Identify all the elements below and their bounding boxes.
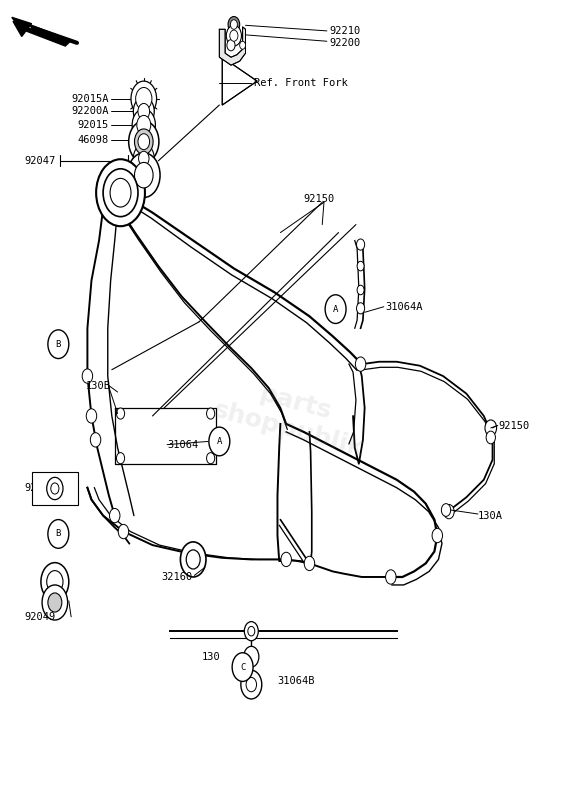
Circle shape bbox=[357, 286, 364, 294]
Circle shape bbox=[41, 562, 69, 601]
Text: parts
shoppublik: parts shoppublik bbox=[210, 371, 374, 461]
Circle shape bbox=[134, 129, 153, 154]
Circle shape bbox=[133, 97, 154, 126]
Circle shape bbox=[304, 556, 315, 570]
Circle shape bbox=[47, 570, 63, 593]
Text: 92047: 92047 bbox=[25, 156, 56, 166]
Circle shape bbox=[180, 542, 206, 577]
Circle shape bbox=[131, 81, 157, 116]
Circle shape bbox=[228, 17, 239, 33]
Text: 31064A: 31064A bbox=[385, 302, 422, 312]
Circle shape bbox=[227, 26, 241, 46]
Circle shape bbox=[244, 646, 259, 667]
Text: 92200: 92200 bbox=[330, 38, 361, 48]
Circle shape bbox=[442, 504, 451, 516]
Text: 92210: 92210 bbox=[330, 26, 361, 36]
Circle shape bbox=[133, 144, 154, 173]
Circle shape bbox=[132, 109, 155, 141]
Circle shape bbox=[135, 87, 152, 110]
Circle shape bbox=[137, 115, 151, 134]
Polygon shape bbox=[220, 27, 245, 65]
Circle shape bbox=[385, 570, 396, 584]
Circle shape bbox=[231, 20, 237, 30]
Circle shape bbox=[230, 30, 238, 42]
Circle shape bbox=[186, 550, 200, 569]
Circle shape bbox=[207, 408, 215, 419]
Circle shape bbox=[86, 409, 97, 423]
Circle shape bbox=[325, 294, 346, 323]
Text: 31064B: 31064B bbox=[277, 676, 315, 686]
Circle shape bbox=[209, 427, 230, 456]
Circle shape bbox=[51, 483, 59, 494]
Circle shape bbox=[241, 670, 262, 699]
Polygon shape bbox=[223, 57, 257, 105]
Circle shape bbox=[486, 431, 495, 444]
Circle shape bbox=[118, 524, 128, 538]
Text: 32160: 32160 bbox=[161, 572, 193, 582]
Circle shape bbox=[485, 420, 496, 436]
Polygon shape bbox=[12, 18, 32, 34]
Circle shape bbox=[444, 505, 454, 518]
Text: 92049: 92049 bbox=[25, 612, 56, 622]
Text: A: A bbox=[333, 305, 338, 314]
Circle shape bbox=[232, 653, 253, 682]
Circle shape bbox=[248, 626, 255, 636]
Circle shape bbox=[432, 528, 443, 542]
Circle shape bbox=[110, 178, 131, 207]
Text: Ref. Front Fork: Ref. Front Fork bbox=[254, 78, 348, 88]
Circle shape bbox=[96, 159, 145, 226]
Circle shape bbox=[207, 453, 215, 464]
Circle shape bbox=[128, 121, 159, 162]
Circle shape bbox=[116, 453, 124, 464]
Circle shape bbox=[244, 622, 258, 641]
Circle shape bbox=[109, 509, 120, 522]
Circle shape bbox=[281, 552, 291, 566]
Circle shape bbox=[356, 239, 364, 250]
Circle shape bbox=[357, 262, 364, 271]
Text: 92015: 92015 bbox=[78, 120, 109, 130]
Circle shape bbox=[127, 153, 160, 198]
Circle shape bbox=[138, 134, 150, 150]
Circle shape bbox=[246, 678, 256, 692]
Text: 92116: 92116 bbox=[25, 482, 56, 493]
Text: 31064: 31064 bbox=[167, 440, 199, 450]
Circle shape bbox=[138, 151, 149, 166]
Text: 92150: 92150 bbox=[304, 194, 335, 204]
Circle shape bbox=[103, 169, 138, 217]
Circle shape bbox=[48, 330, 69, 358]
Text: 130B: 130B bbox=[86, 381, 110, 390]
Circle shape bbox=[48, 519, 69, 548]
Circle shape bbox=[227, 40, 235, 51]
Text: 46098: 46098 bbox=[78, 135, 109, 145]
Text: 92200A: 92200A bbox=[71, 106, 109, 117]
Circle shape bbox=[355, 357, 366, 371]
Circle shape bbox=[48, 593, 62, 612]
Circle shape bbox=[356, 302, 364, 314]
Circle shape bbox=[239, 42, 245, 50]
Circle shape bbox=[82, 369, 93, 383]
Text: 92015A: 92015A bbox=[71, 94, 109, 104]
Text: B: B bbox=[55, 340, 61, 349]
Polygon shape bbox=[13, 22, 71, 46]
Text: A: A bbox=[217, 437, 222, 446]
Circle shape bbox=[47, 478, 63, 500]
FancyBboxPatch shape bbox=[32, 472, 78, 506]
Circle shape bbox=[91, 433, 101, 447]
Circle shape bbox=[42, 585, 68, 620]
Text: 130: 130 bbox=[202, 652, 221, 662]
Circle shape bbox=[134, 162, 153, 188]
Circle shape bbox=[138, 103, 150, 119]
Text: 130A: 130A bbox=[478, 510, 503, 521]
Text: B: B bbox=[55, 530, 61, 538]
Text: C: C bbox=[240, 662, 245, 671]
Text: 92150: 92150 bbox=[498, 421, 530, 430]
Circle shape bbox=[116, 408, 124, 419]
